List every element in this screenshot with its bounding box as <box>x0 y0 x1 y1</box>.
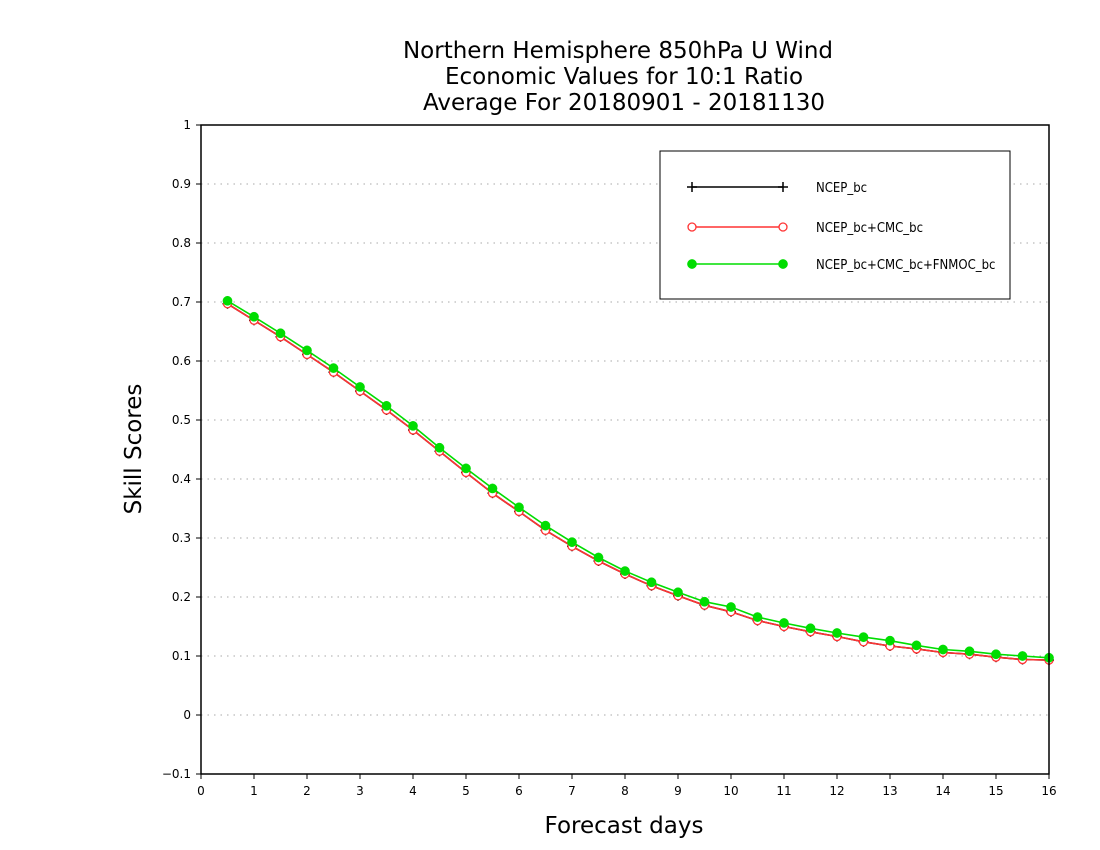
y-tick-label: 0.8 <box>172 236 191 250</box>
y-tick-label: 0.2 <box>172 590 191 604</box>
x-tick-label: 12 <box>829 784 844 798</box>
series-ncep-bc-cmc-bc-fnmoc-bc-point <box>1017 651 1028 661</box>
legend-item-ncep-bc-cmc-bc-fnmoc-bc-marker-start <box>687 259 697 269</box>
legend-item-ncep-bc-cmc-bc-fnmoc-bc-marker-end <box>778 259 788 269</box>
chart-title: Northern Hemisphere 850hPa U Wind Econom… <box>403 38 833 116</box>
x-tick-label: 15 <box>988 784 1003 798</box>
x-tick-label: 5 <box>462 784 470 798</box>
x-tick-label: 2 <box>303 784 311 798</box>
x-tick-label: 6 <box>515 784 523 798</box>
series-ncep-bc-cmc-bc-fnmoc-bc-point <box>461 463 471 474</box>
x-tick-label: 16 <box>1041 784 1056 798</box>
y-tick-label: 0.4 <box>172 472 191 486</box>
series-ncep-bc-cmc-bc-fnmoc-bc-point <box>938 644 948 655</box>
x-tick-label: 14 <box>935 784 950 798</box>
legend: NCEP_bc NCEP_bc+CMC_bc NCEP_bc+CMC_bc+FNMO… <box>659 150 1011 300</box>
axis-ticks: −0.100.10.20.30.40.50.60.70.80.910 1 2 3 4 5 6… <box>162 118 1057 798</box>
y-tick-label: 0.3 <box>172 531 191 545</box>
series-ncep-bc-cmc-bc-fnmoc-bc-point <box>779 618 789 628</box>
legend-item-ncep-bc-cmc-bc-fnmoc-bc-label: NCEP_bc+CMC_bc+FNMOC_bc <box>816 258 995 273</box>
x-tick-label: 11 <box>776 784 791 798</box>
legend-item-ncep-bc-marker-end <box>778 182 788 192</box>
chart-title-line-3: Average For 20180901 - 20181130 <box>423 90 825 116</box>
x-tick-label: 0 <box>197 784 205 798</box>
y-tick-label: 0.1 <box>172 649 191 663</box>
series-ncep-bc-cmc-bc-fnmoc-bc-point <box>381 400 392 411</box>
series-layer <box>222 295 1054 666</box>
y-tick-label: 0.9 <box>172 177 191 191</box>
series-ncep-bc-cmc-bc-fnmoc-bc-point <box>699 596 710 607</box>
series-ncep-bc-cmc-bc-fnmoc-bc-point <box>726 602 736 612</box>
series-ncep-bc-cmc-bc-fnmoc-bc-point <box>885 635 895 646</box>
series-ncep-bc-cmc-bc-fnmoc-bc-point <box>328 363 339 373</box>
series-ncep-bc-line <box>227 303 1050 661</box>
grid-lines <box>201 183 1049 716</box>
x-tick-label: 13 <box>882 784 897 798</box>
x-tick-label: 10 <box>723 784 738 798</box>
y-tick-label: 1 <box>183 118 191 132</box>
series-ncep-bc-cmc-bc-fnmoc-bc-point <box>805 623 816 634</box>
y-tick-label: −0.1 <box>162 767 191 781</box>
x-tick-label: 1 <box>250 784 258 798</box>
legend-item-ncep-bc-marker-start <box>687 182 697 192</box>
x-tick-label: 7 <box>568 784 576 798</box>
chart-title-line-1: Northern Hemisphere 850hPa U Wind <box>403 38 833 64</box>
series-ncep-bc-cmc-bc-fnmoc-bc-point <box>355 382 365 392</box>
y-tick-label: 0.5 <box>172 413 191 427</box>
series-ncep-bc-cmc-bc-fnmoc-bc-point <box>567 537 577 547</box>
x-axis-label: Forecast days <box>545 813 704 839</box>
series-ncep-bc-cmc-bc-line <box>227 303 1050 661</box>
series-ncep-bc-cmc-bc-fnmoc-bc-point <box>302 345 312 356</box>
x-tick-label: 3 <box>356 784 364 798</box>
series-ncep-bc-cmc-bc-fnmoc-bc-point <box>275 328 286 339</box>
legend-item-ncep-bc-label: NCEP_bc <box>816 181 867 196</box>
series-ncep-bc-cmc-bc-fnmoc-bc-point <box>593 552 604 563</box>
series-ncep-bc-cmc-bc-fnmoc-bc-point <box>620 566 630 576</box>
legend-item-ncep-bc-cmc-bc-marker-end <box>778 222 788 232</box>
y-tick-label: 0.6 <box>172 354 191 368</box>
series-ncep-bc-cmc-bc-fnmoc-bc-point <box>514 502 524 513</box>
series-ncep-bc-cmc-bc-fnmoc-bc-point <box>540 520 551 531</box>
series-ncep-bc-cmc-bc-fnmoc-bc-point <box>408 421 418 431</box>
legend-box <box>659 150 1011 300</box>
series-ncep-bc-cmc-bc-fnmoc-bc-point <box>858 632 869 642</box>
y-tick-label: 0 <box>183 708 191 722</box>
y-axis-label: Skill Scores <box>121 384 147 515</box>
series-ncep-bc-cmc-bc-fnmoc-bc-point <box>752 612 763 622</box>
series-ncep-bc-cmc-bc-fnmoc-bc-point <box>222 295 233 306</box>
x-tick-label: 9 <box>674 784 682 798</box>
legend-item-ncep-bc-cmc-bc-label: NCEP_bc+CMC_bc <box>816 221 923 236</box>
y-tick-label: 0.7 <box>172 295 191 309</box>
series-ncep-bc-cmc-bc-fnmoc-bc-point <box>964 646 975 657</box>
series-ncep-bc-cmc-bc-fnmoc-bc-point <box>646 577 657 588</box>
x-tick-label: 4 <box>409 784 417 798</box>
series-ncep-bc-cmc-bc-fnmoc-bc-point <box>434 442 445 453</box>
chart-title-line-2: Economic Values for 10:1 Ratio <box>445 64 803 90</box>
series-ncep-bc-cmc-bc-fnmoc-bc-point <box>832 628 842 638</box>
legend-item-ncep-bc-cmc-bc-marker-start <box>687 222 697 232</box>
series-ncep-bc-cmc-bc-fnmoc-bc-point <box>487 483 498 494</box>
series-ncep-bc-cmc-bc-fnmoc-bc-point <box>991 649 1001 660</box>
series-ncep-bc-cmc-bc-fnmoc-bc-point <box>911 640 922 651</box>
series-ncep-bc-cmc-bc-fnmoc-bc-point <box>673 587 683 598</box>
x-tick-label: 8 <box>621 784 629 798</box>
series-ncep-bc-cmc-bc-fnmoc-bc-point <box>249 311 259 322</box>
